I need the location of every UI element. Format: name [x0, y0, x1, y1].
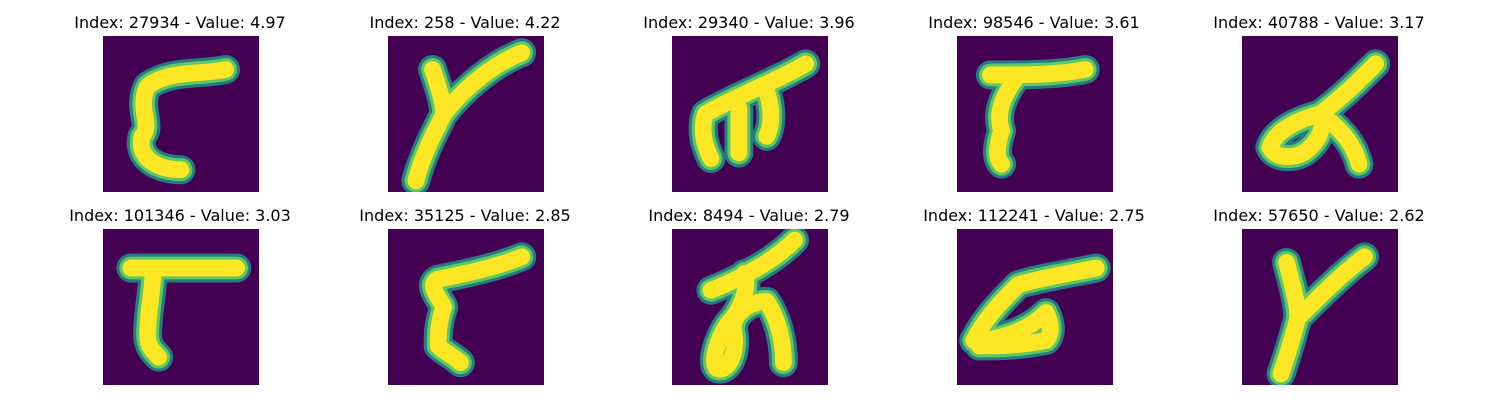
digit-image — [672, 36, 828, 192]
image-panel: Index: 101346 - Value: 3.03 — [60, 205, 300, 385]
digit-stroke — [122, 259, 246, 366]
digit-image — [1242, 229, 1398, 385]
image-panel: Index: 40788 - Value: 3.17 — [1199, 12, 1439, 192]
image-panel: Index: 29340 - Value: 3.96 — [629, 12, 869, 192]
image-panel: Index: 98546 - Value: 3.61 — [914, 12, 1154, 192]
image-panel: Index: 35125 - Value: 2.85 — [345, 205, 585, 385]
panel-title: Index: 8494 - Value: 2.79 — [648, 206, 850, 225]
digit-image — [957, 229, 1113, 385]
panel-title: Index: 98546 - Value: 3.61 — [928, 13, 1140, 32]
digit-image — [103, 36, 259, 192]
digit-stroke — [132, 61, 234, 179]
digit-stroke — [1261, 55, 1385, 173]
digit-image — [388, 229, 544, 385]
panel-title: Index: 57650 - Value: 2.62 — [1213, 206, 1425, 225]
panel-title: Index: 29340 - Value: 3.96 — [643, 13, 855, 32]
panel-title: Index: 27934 - Value: 4.97 — [74, 13, 286, 32]
panel-title: Index: 40788 - Value: 3.17 — [1213, 13, 1425, 32]
image-panel: Index: 258 - Value: 4.22 — [345, 12, 585, 192]
digit-stroke — [965, 259, 1105, 355]
panel-title: Index: 258 - Value: 4.22 — [369, 13, 561, 32]
digit-stroke — [425, 248, 531, 372]
image-panel: Index: 8494 - Value: 2.79 — [629, 205, 869, 385]
digit-image — [1242, 36, 1398, 192]
image-panel: Index: 112241 - Value: 2.75 — [914, 205, 1154, 385]
digit-stroke — [407, 44, 531, 190]
digit-stroke — [694, 55, 815, 167]
image-panel: Index: 27934 - Value: 4.97 — [60, 12, 300, 192]
digit-image — [388, 36, 544, 192]
digit-stroke — [702, 231, 803, 378]
panel-title: Index: 35125 - Value: 2.85 — [359, 206, 571, 225]
panel-title: Index: 112241 - Value: 2.75 — [923, 206, 1145, 225]
digit-image — [957, 36, 1113, 192]
panel-title: Index: 101346 - Value: 3.03 — [69, 206, 291, 225]
digit-stroke — [1272, 248, 1373, 383]
digit-stroke — [982, 61, 1094, 173]
digit-image — [672, 229, 828, 385]
digit-image — [103, 229, 259, 385]
image-panel: Index: 57650 - Value: 2.62 — [1199, 205, 1439, 385]
